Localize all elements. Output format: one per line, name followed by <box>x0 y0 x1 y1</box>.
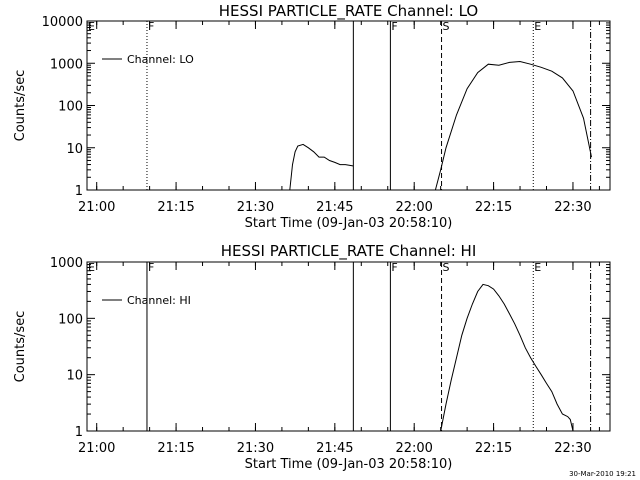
event-marker-label: F <box>391 20 397 33</box>
event-marker-label: F <box>391 261 397 274</box>
y-axis-label: Counts/sec <box>13 70 28 142</box>
event-marker-label: S <box>443 20 450 33</box>
x-tick-label: 22:30 <box>554 441 591 456</box>
y-tick-label: 1000 <box>50 57 83 72</box>
x-tick-label: 22:15 <box>475 441 512 456</box>
legend-label: Channel: LO <box>127 53 194 66</box>
x-tick-label: 21:45 <box>316 200 353 215</box>
event-marker-label: F <box>148 20 154 33</box>
chart-title: HESSI PARTICLE_RATE Channel: LO <box>219 2 478 21</box>
chart-title: HESSI PARTICLE_RATE Channel: HI <box>221 242 477 261</box>
legend-label: Channel: HI <box>127 294 191 307</box>
event-marker-label: E <box>88 261 95 274</box>
x-axis-label: Start Time (09-Jan-03 20:58:10) <box>245 216 453 231</box>
y-tick-label: 1000 <box>50 256 83 271</box>
y-tick-label: 10 <box>66 369 83 384</box>
x-tick-label: 21:30 <box>237 441 274 456</box>
y-tick-label: 10000 <box>42 15 83 30</box>
plot-frame <box>86 261 611 432</box>
x-tick-label: 21:00 <box>78 200 115 215</box>
x-tick-label: 21:15 <box>157 200 194 215</box>
y-tick-label: 1 <box>75 425 83 440</box>
x-tick-label: 22:00 <box>395 200 432 215</box>
event-marker-label: E <box>88 20 95 33</box>
x-tick-label: 21:15 <box>157 441 194 456</box>
x-tick-label: 22:15 <box>475 200 512 215</box>
event-marker-label: S <box>443 261 450 274</box>
y-tick-label: 1 <box>75 184 83 199</box>
series-line <box>440 283 574 432</box>
x-tick-label: 22:30 <box>554 200 591 215</box>
x-axis-label: Start Time (09-Jan-03 20:58:10) <box>245 457 453 472</box>
series-line <box>289 143 354 191</box>
x-tick-label: 21:30 <box>237 200 274 215</box>
x-tick-label: 21:00 <box>78 441 115 456</box>
y-tick-label: 10 <box>66 142 83 157</box>
x-tick-label: 22:00 <box>395 441 432 456</box>
y-tick-label: 100 <box>58 312 83 327</box>
event-marker-label: E <box>534 261 541 274</box>
footer-timestamp: 30-Mar-2010 19:21 <box>569 470 636 478</box>
event-marker-label: F <box>148 261 154 274</box>
series-line <box>434 60 592 191</box>
x-tick-label: 21:45 <box>316 441 353 456</box>
y-tick-label: 100 <box>58 100 83 115</box>
y-axis-label: Counts/sec <box>13 311 28 383</box>
event-marker-label: E <box>534 20 541 33</box>
